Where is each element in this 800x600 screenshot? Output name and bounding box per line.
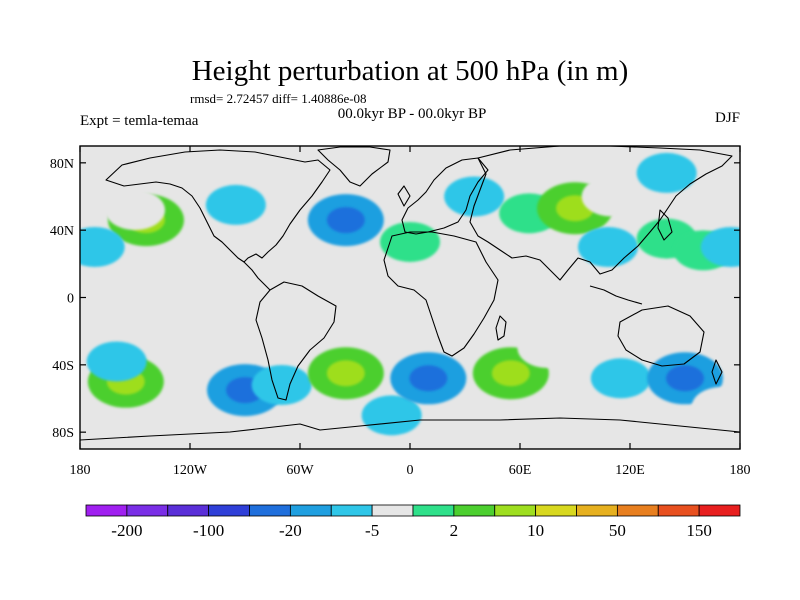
anomaly-region-4 [205, 184, 266, 225]
coastlines [80, 146, 740, 441]
x-tick-label: 180 [70, 463, 91, 478]
anomaly-core-24 [409, 365, 448, 392]
y-tick-label: 40S [52, 359, 74, 374]
colorbar-swatch [371, 504, 414, 517]
period-subtitle: 00.0kyr BP - 00.0kyr BP [338, 106, 487, 122]
anomaly-region-23 [361, 395, 422, 436]
colorbar: -200 -100 -20 -5 2 10 50 150 [85, 504, 741, 540]
anomaly-core-28 [666, 365, 704, 392]
colorbar-label: 10 [527, 521, 544, 540]
anomaly-region-30 [691, 386, 740, 427]
anomaly-region-6 [270, 156, 330, 197]
anomaly-region-21 [251, 365, 312, 406]
experiment-label: Expt = temla-temaa [80, 113, 199, 129]
anomaly-region-26 [517, 328, 578, 368]
coastline-new-zealand [711, 359, 723, 385]
colorbar-swatch [453, 504, 496, 517]
x-tick-label: 60W [286, 463, 314, 478]
colorbar-swatch [249, 504, 291, 517]
anomaly-region-12 [581, 176, 642, 217]
y-tick-label: 0 [67, 292, 74, 307]
colorbar-swatch [494, 504, 537, 517]
colorbar-label: -200 [111, 521, 142, 540]
x-tick-label: 120E [615, 463, 645, 478]
anomaly-region-8 [380, 221, 440, 262]
coastline-japan [657, 209, 673, 241]
coastline-north-america [105, 149, 331, 263]
x-tick-label: 60E [509, 463, 532, 478]
colorbar-swatch [289, 504, 332, 517]
coastline-south-america [255, 281, 337, 401]
season-label: DJF [715, 110, 740, 126]
coastline-indonesia [589, 285, 643, 305]
y-tick-label: 80N [50, 157, 74, 172]
x-tick-label: 0 [407, 463, 414, 478]
coastline-greenland [317, 146, 391, 187]
anomaly-region-2 [105, 189, 165, 230]
anomaly-region-13 [578, 227, 638, 267]
colorbar-swatch [535, 504, 577, 517]
colorbar-swatch [698, 504, 741, 517]
colorbar-label: -100 [193, 521, 224, 540]
coastline-australia [617, 305, 705, 367]
colorbar-swatch [412, 504, 455, 517]
coastline-central-america [243, 261, 271, 291]
colorbar-swatch [576, 504, 618, 517]
anomaly-core-22 [326, 360, 365, 387]
anomaly-region-3 [80, 227, 125, 267]
y-tick-label: 40N [50, 224, 74, 239]
stats-line: rmsd= 2.72457 diff= 1.40886e-08 [190, 91, 367, 106]
colorbar-swatch [330, 504, 373, 517]
colorbar-swatch [616, 504, 659, 517]
colorbar-label: -5 [365, 521, 379, 540]
colorbar-label: 150 [686, 521, 712, 540]
coastline-madagascar [495, 315, 507, 341]
colorbar-swatch [85, 504, 128, 517]
anomaly-core-25 [491, 360, 530, 387]
colorbar-swatch [657, 504, 700, 517]
anomaly-region-19 [86, 341, 147, 382]
anomaly-region-27 [590, 358, 651, 399]
anomaly-core-5 [326, 207, 365, 234]
coastline-europe [401, 157, 489, 235]
coastline-asia [469, 146, 733, 281]
coastline-africa [383, 231, 499, 357]
colorbar-label: 50 [609, 521, 626, 540]
anomaly-region-16 [636, 152, 697, 193]
chart-title: Height perturbation at 500 hPa (in m) [192, 55, 629, 87]
y-tick-label: 80S [52, 426, 74, 441]
colorbar-swatch [126, 504, 169, 517]
y-axis: 80N 40N 0 40S 80S [50, 157, 740, 441]
x-axis: 180 120W 60W 0 60E 120E 180 [70, 146, 751, 478]
x-tick-label: 180 [730, 463, 751, 478]
coastline-british-isles [397, 185, 411, 207]
colorbar-label: -20 [279, 521, 302, 540]
coastline-antarctica [80, 417, 740, 441]
anomaly-region-9 [444, 176, 505, 217]
anomaly-region-17 [700, 227, 740, 267]
anomaly-region-7 [343, 146, 404, 187]
colorbar-swatch [167, 504, 210, 517]
anomaly-regions [80, 146, 740, 439]
x-tick-label: 120W [173, 463, 208, 478]
colorbar-label: 2 [450, 521, 459, 540]
colorbar-swatch [208, 504, 250, 517]
